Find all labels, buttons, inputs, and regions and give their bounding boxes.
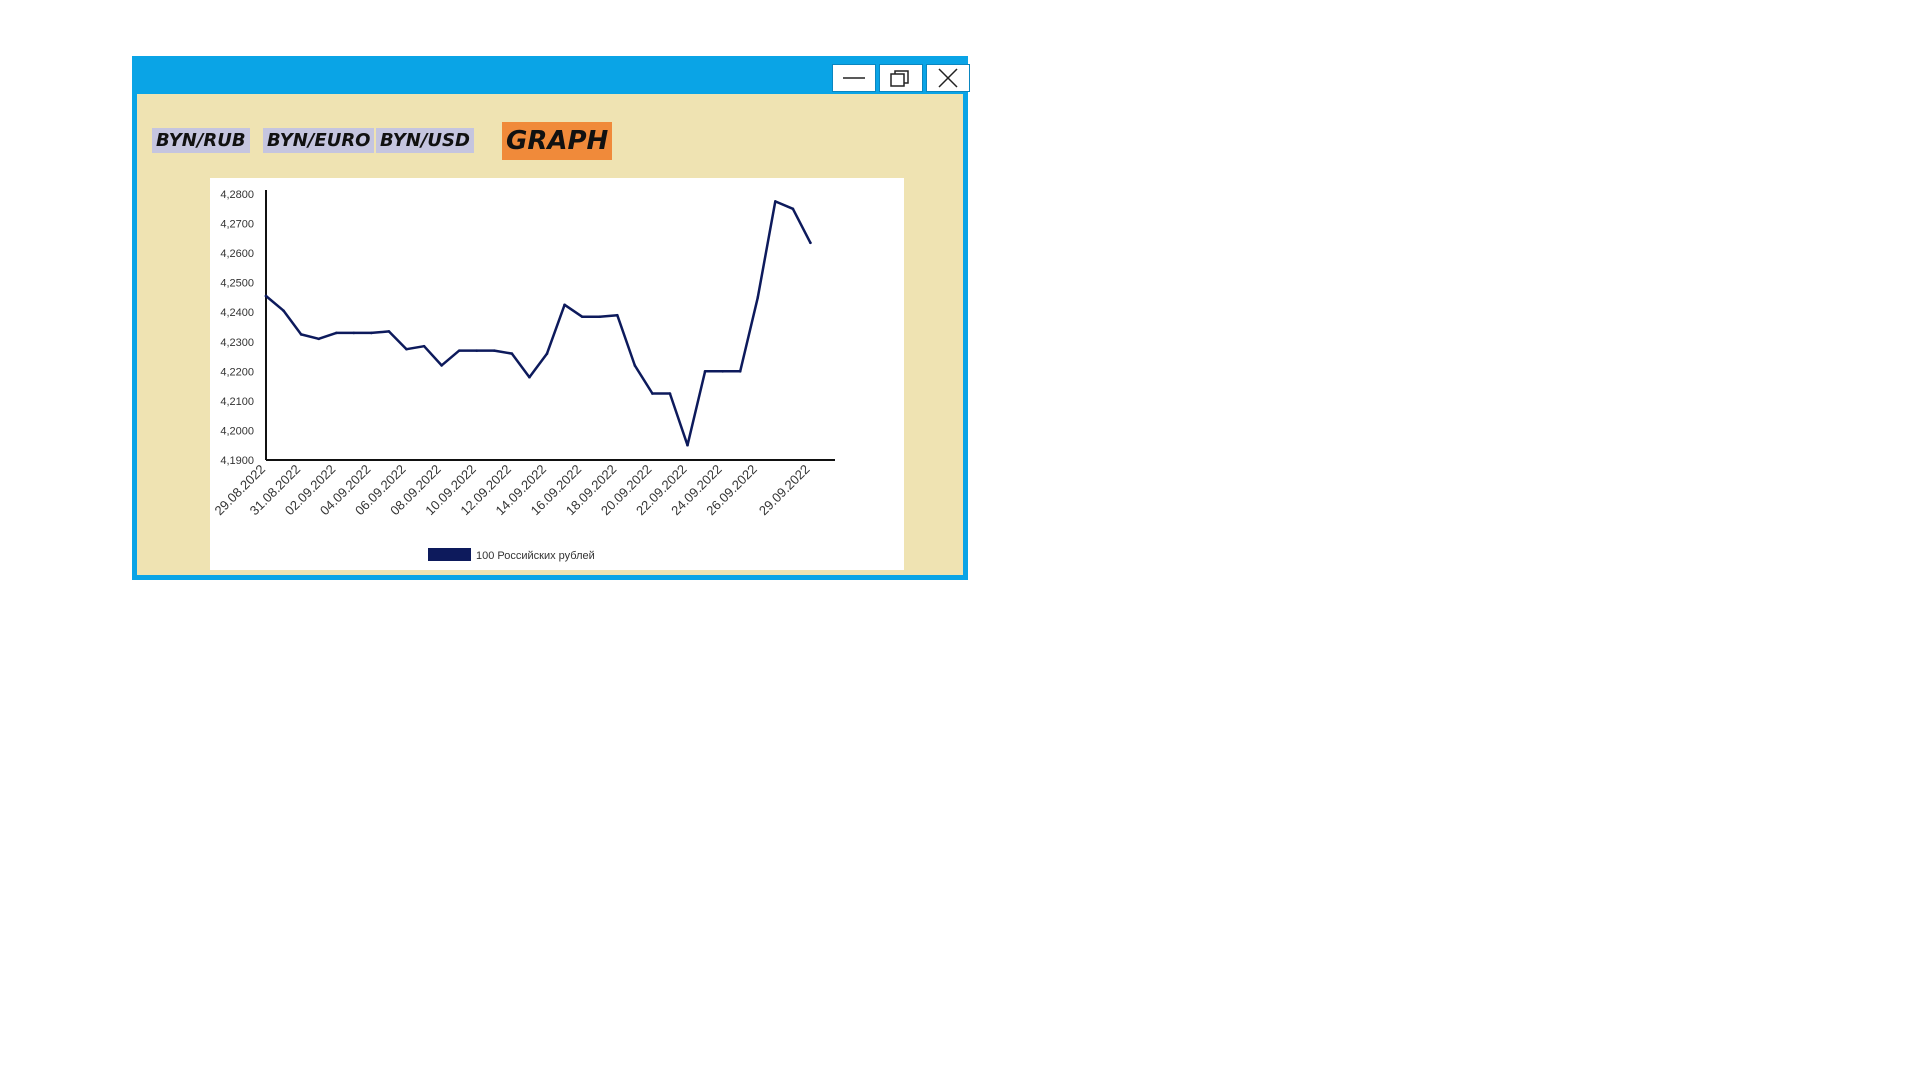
y-tick-label: 4,1900 [220, 455, 254, 467]
title-bar[interactable] [137, 61, 970, 94]
data-point [774, 200, 777, 203]
legend-label: 100 Российских рублей [476, 550, 595, 562]
data-point [703, 370, 707, 373]
data-point [282, 309, 285, 313]
data-point [264, 294, 268, 298]
data-point [370, 331, 373, 335]
line-chart: 4,1900 4,2000 4,2100 4,2200 4,2300 4,2400 4,25… [211, 189, 835, 562]
data-point [510, 352, 514, 355]
data-point [422, 344, 426, 348]
graph-button[interactable]: GRAPH [502, 122, 613, 160]
app-window: BYN/RUB BYN/EURO BYN/USD GRAPH 4,1900 4,2… [132, 56, 970, 580]
close-icon [938, 68, 958, 88]
data-point [528, 375, 531, 379]
legend-swatch [428, 548, 471, 561]
y-tick-label: 4,2000 [220, 425, 254, 437]
tab-byn-rub[interactable]: BYN/RUB [152, 128, 250, 153]
tab-byn-euro[interactable]: BYN/EURO [263, 128, 375, 153]
data-point [440, 364, 443, 367]
data-point [651, 392, 654, 395]
data-point [317, 337, 320, 341]
data-point [686, 443, 689, 447]
data-point [580, 315, 584, 318]
data-point [299, 333, 303, 336]
data-point [405, 347, 408, 351]
data-point [475, 349, 479, 352]
tab-byn-usd[interactable]: BYN/USD [376, 128, 474, 153]
x-tick-label: 29.09.2022 [756, 462, 813, 519]
y-tick-label: 4,2700 [220, 219, 254, 231]
data-point [668, 392, 672, 395]
data-point [352, 331, 356, 335]
data-point [563, 303, 566, 307]
chart-panel: 4,1900 4,2000 4,2100 4,2200 4,2300 4,2400 4,25… [210, 178, 904, 570]
minimize-icon [843, 77, 865, 79]
maximize-button[interactable] [879, 64, 923, 92]
minimize-button[interactable] [832, 64, 876, 92]
data-point [721, 370, 724, 373]
y-tick-label: 4,2100 [220, 396, 254, 408]
y-tick-label: 4,2800 [220, 189, 254, 201]
data-point [457, 349, 461, 352]
data-point [334, 331, 338, 335]
data-point [545, 352, 549, 355]
y-tick-label: 4,2600 [220, 248, 254, 260]
data-point [756, 296, 760, 299]
y-tick-label: 4,2400 [220, 307, 254, 319]
data-point [738, 370, 742, 373]
data-point [791, 207, 795, 211]
data-point [633, 364, 637, 367]
data-point [598, 315, 601, 318]
series-line [264, 200, 812, 447]
data-point [493, 349, 496, 352]
y-tick-label: 4,2200 [220, 366, 254, 378]
y-tick-label: 4,2500 [220, 278, 254, 290]
restore-icon [890, 70, 909, 87]
close-button[interactable] [926, 64, 970, 92]
y-tick-label: 4,2300 [220, 337, 254, 349]
data-point [387, 330, 391, 333]
data-point [615, 313, 619, 317]
data-point [809, 241, 812, 245]
